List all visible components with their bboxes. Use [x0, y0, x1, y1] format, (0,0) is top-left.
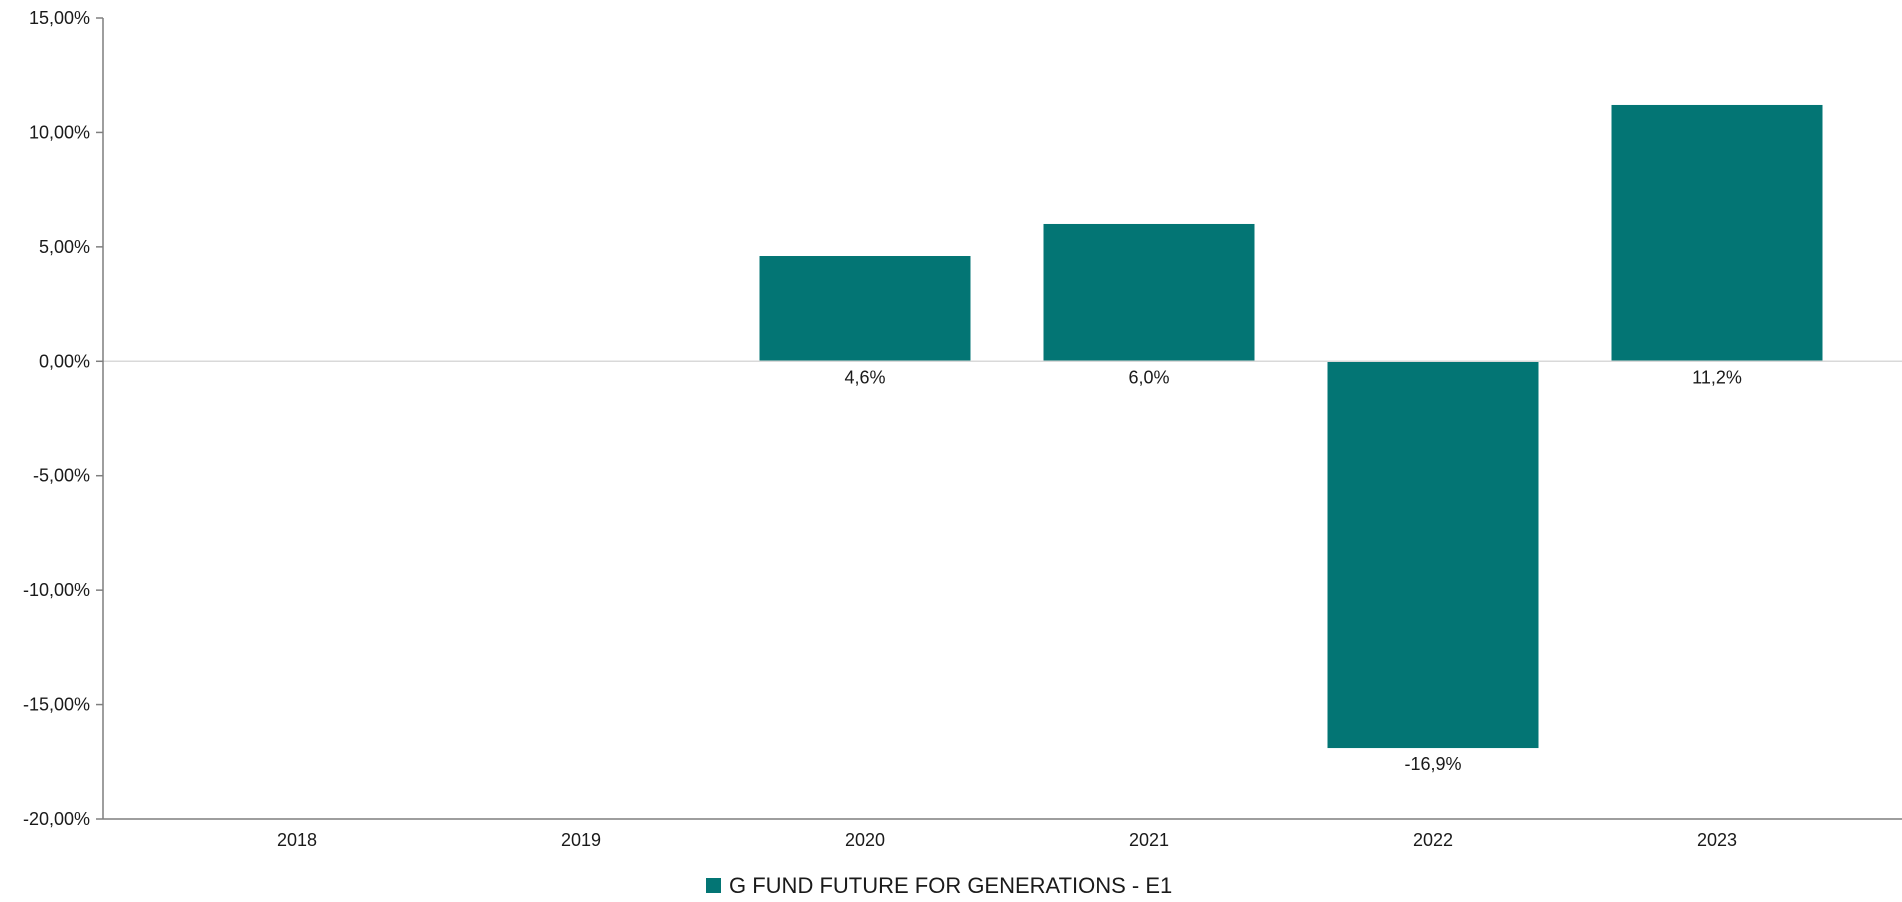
x-axis-ticks: 2018 2019 2020 2021 2022 2023	[277, 830, 1737, 850]
x-tick-label: 2022	[1413, 830, 1453, 850]
bar	[1327, 361, 1539, 749]
x-tick-label: 2018	[277, 830, 317, 850]
axes	[102, 18, 1902, 820]
x-tick-label: 2023	[1697, 830, 1737, 850]
bar	[1043, 223, 1255, 362]
x-tick-label: 2021	[1129, 830, 1169, 850]
legend-label: G FUND FUTURE FOR GENERATIONS - E1	[729, 873, 1172, 897]
x-tick-label: 2020	[845, 830, 885, 850]
y-axis-ticks: 15,00% 10,00% 5,00% 0,00% -5,00% -10,00% -15,0…	[23, 8, 103, 829]
y-tick-label: 5,00%	[39, 237, 90, 257]
y-tick-label: -10,00%	[23, 580, 90, 600]
y-tick-label: -5,00%	[33, 466, 90, 486]
bar-data-label: -16,9%	[1404, 754, 1461, 774]
y-tick-label: 0,00%	[39, 351, 90, 371]
legend-swatch	[706, 878, 721, 893]
bar-data-label: 4,6%	[844, 367, 885, 387]
bar	[759, 256, 971, 362]
y-tick-label: -20,00%	[23, 809, 90, 829]
y-tick-label: 10,00%	[29, 122, 90, 142]
legend: G FUND FUTURE FOR GENERATIONS - E1	[706, 873, 1172, 898]
bar	[1611, 104, 1823, 362]
data-labels: 4,6% 6,0% -16,9% 11,2%	[844, 367, 1741, 774]
bar-series	[759, 104, 1823, 749]
y-tick-label: 15,00%	[29, 8, 90, 28]
bar-data-label: 11,2%	[1692, 367, 1742, 387]
x-tick-label: 2019	[561, 830, 601, 850]
bar-data-label: 6,0%	[1128, 367, 1169, 387]
y-tick-label: -15,00%	[23, 695, 90, 715]
